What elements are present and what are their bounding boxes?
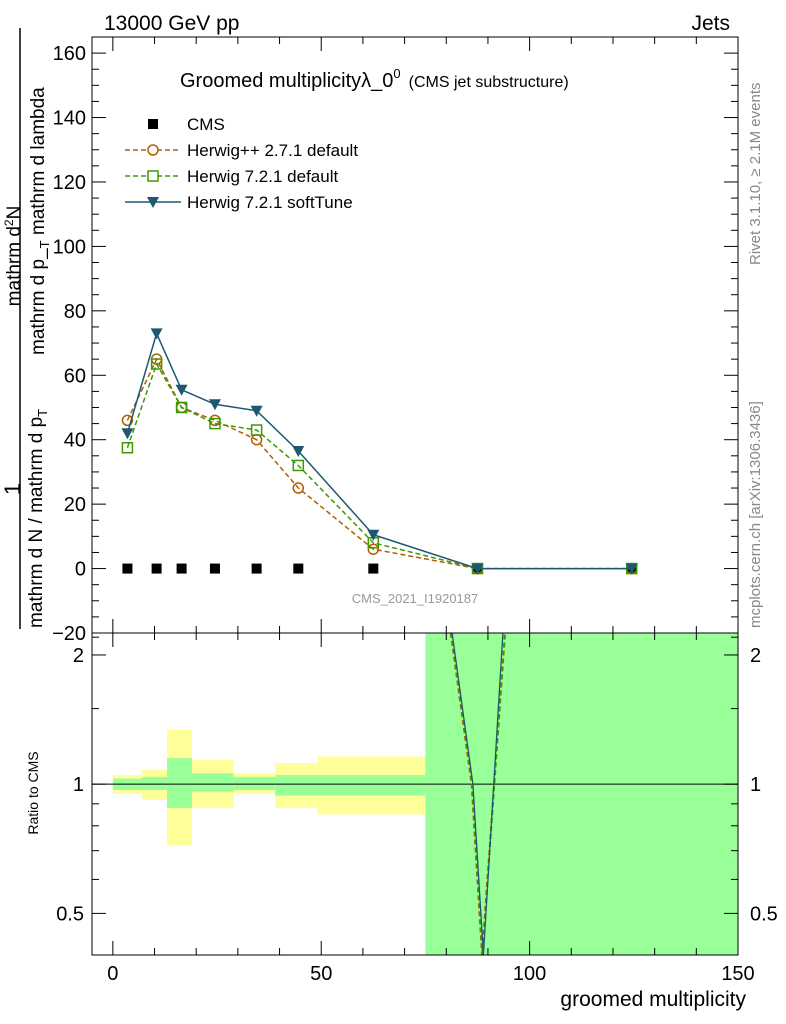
legend-label: Herwig 7.2.1 default xyxy=(187,167,338,186)
y-tick-label: −20 xyxy=(52,623,86,645)
legend-marker xyxy=(147,144,159,156)
uncertainty-band-inner xyxy=(167,758,193,809)
ratio-y-tick-label-right: 2 xyxy=(750,645,761,667)
data-point xyxy=(471,563,484,575)
data-point xyxy=(292,445,305,457)
data-point xyxy=(293,563,304,574)
x-tick-label: 100 xyxy=(513,963,546,985)
category-label: Jets xyxy=(691,12,730,35)
data-point xyxy=(150,358,163,370)
ratio-plot-border xyxy=(91,632,739,956)
data-point xyxy=(209,563,220,574)
x-axis-label: groomed multiplicity xyxy=(560,988,746,1011)
uncertainty-band-inner xyxy=(192,773,234,792)
data-point xyxy=(175,401,188,414)
data-point xyxy=(251,563,262,574)
ratio-y-axis-label: Ratio to CMS xyxy=(25,751,41,834)
data-point xyxy=(150,328,163,340)
data-point xyxy=(151,563,162,574)
y-tick-label: 120 xyxy=(53,172,86,194)
data-point xyxy=(175,384,188,396)
data-point xyxy=(625,563,638,575)
ratio-y-tick-label: 1 xyxy=(73,774,84,796)
series-line xyxy=(126,357,632,570)
data-point xyxy=(292,459,305,472)
rivet-version-label: Rivet 3.1.10, ≥ 2.1M events xyxy=(747,83,764,266)
energy-label: 13000 GeV pp xyxy=(104,12,239,35)
data-point xyxy=(209,417,221,430)
x-tick-label: 150 xyxy=(721,963,754,985)
data-point xyxy=(250,405,263,417)
ratio-y-tick-label-right: 0.5 xyxy=(750,903,778,925)
data-point xyxy=(250,433,263,446)
y-tick-label: 0 xyxy=(75,559,86,581)
ratio-series-line xyxy=(449,632,506,956)
main-plot-panel: −20 0 20 40 60 80 100 120 140 160 Groomed multipl… xyxy=(0,28,739,645)
x-tick-label: 50 xyxy=(310,963,332,985)
data-point xyxy=(121,428,134,440)
data-point xyxy=(367,529,380,541)
y-tick-label: 140 xyxy=(53,108,86,130)
plot-title: Groomed multiplicityλ_00(CMS jet substru… xyxy=(180,66,569,92)
y-axis-label: 1 mathrm d N / mathrm d pT mathrm d p_T ma… xyxy=(0,28,52,629)
uncertainty-band-inner xyxy=(233,776,276,790)
y-tick-label: 60 xyxy=(64,365,86,387)
data-point xyxy=(250,424,263,436)
ratio-series-line xyxy=(450,632,507,956)
legend-label: Herwig 7.2.1 softTune xyxy=(187,193,353,212)
y-label-numerator: mathrm d p_T mathrm d lambda xyxy=(28,87,52,355)
data-point xyxy=(208,399,221,411)
uncertainty-band-inner xyxy=(425,633,738,955)
y-tick-label: 40 xyxy=(64,430,86,452)
legend-label: Herwig++ 2.7.1 default xyxy=(187,141,358,160)
y-tick-label: 100 xyxy=(53,236,86,258)
ratio-plot-frame xyxy=(91,632,739,956)
uncertainty-band-inner xyxy=(142,776,168,790)
y-label-inner-numerator: mathrm d2N xyxy=(2,206,25,307)
uncertainty-band-inner xyxy=(275,775,318,796)
ratio-y-tick-label-right: 1 xyxy=(750,774,761,796)
data-point xyxy=(176,563,187,574)
ratio-series-line xyxy=(451,632,504,956)
series-line xyxy=(126,362,632,570)
data-point xyxy=(121,414,134,427)
legend-marker xyxy=(147,170,159,182)
legend-marker xyxy=(147,197,159,208)
legend-marker xyxy=(148,119,158,129)
data-point xyxy=(121,442,134,454)
y-tick-label: 80 xyxy=(64,301,86,323)
data-point xyxy=(367,543,380,555)
x-tick-label: 0 xyxy=(107,963,118,985)
series-line xyxy=(126,331,632,570)
source-label: mcplots.cern.ch [arXiv:1306.3436] xyxy=(747,401,764,628)
y-label-prefix: 1 xyxy=(0,483,25,495)
analysis-watermark: CMS_2021_I1920187 xyxy=(352,591,479,606)
data-point xyxy=(368,563,379,574)
legend: CMS Herwig++ 2.7.1 default Herwig 7.2.1 de… xyxy=(125,115,358,212)
y-tick-label: 160 xyxy=(53,43,86,65)
y-tick-label: 20 xyxy=(64,494,86,516)
ratio-y-tick-label: 0.5 xyxy=(56,903,84,925)
legend-label: CMS xyxy=(187,115,225,134)
ratio-plot-panel: 0.5 0.5 1 1 2 2 0 50 100 150 Ratio to CMS groomed… xyxy=(25,632,778,1011)
uncertainty-band-inner xyxy=(317,775,426,796)
data-point xyxy=(122,563,133,574)
ratio-y-tick-label: 2 xyxy=(73,645,84,667)
data-point xyxy=(292,482,305,494)
y-label-denominator: mathrm d N / mathrm d pT xyxy=(26,409,50,628)
